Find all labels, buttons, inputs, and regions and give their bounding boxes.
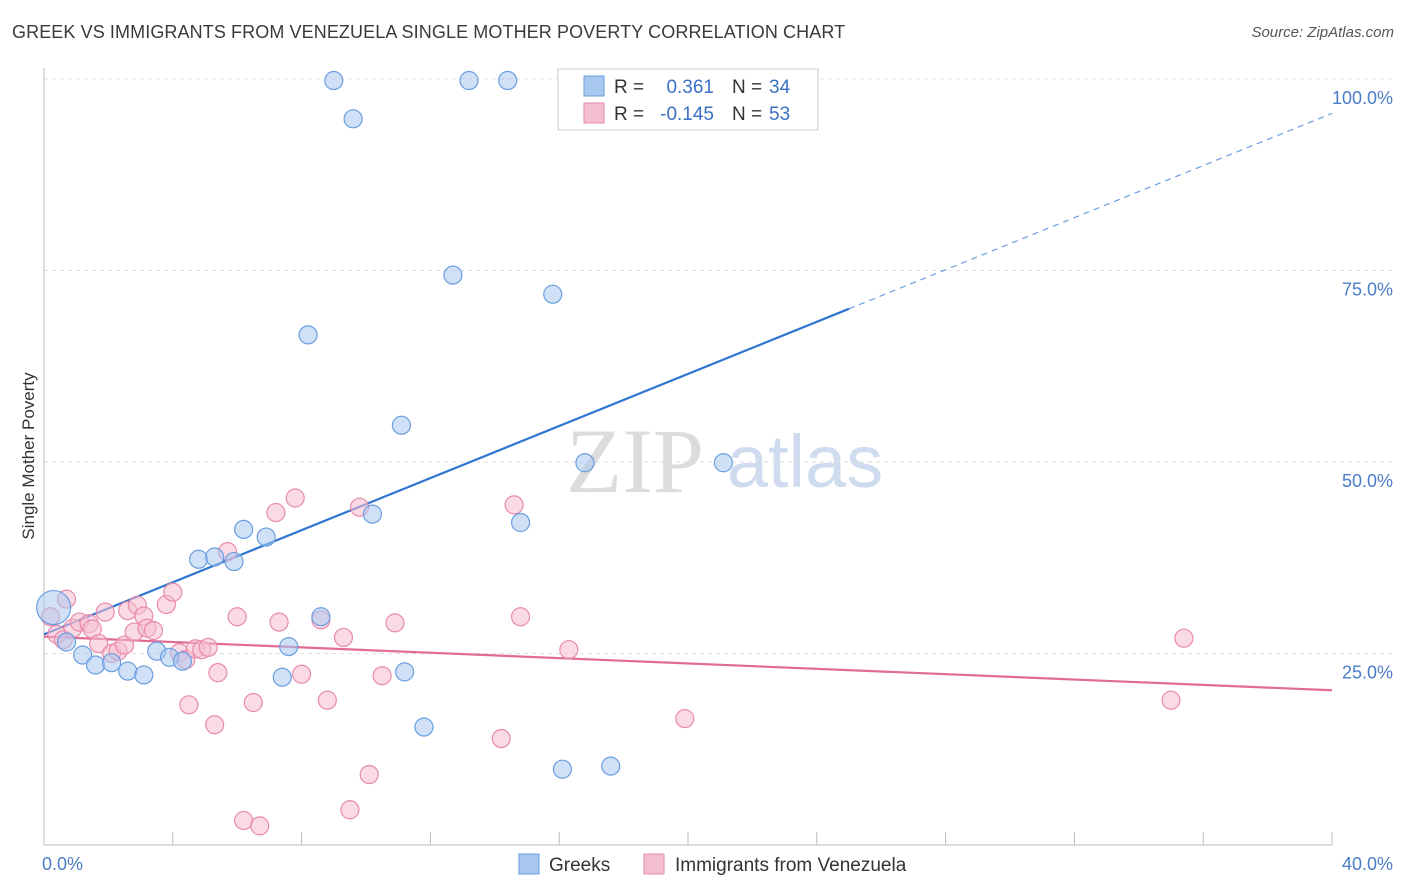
- point-venezuela: [317, 690, 337, 710]
- point-greeks: [443, 265, 463, 285]
- point-greeks: [391, 415, 412, 435]
- y-tick-label: 75.0%: [1342, 280, 1393, 300]
- point-greeks: [543, 284, 563, 304]
- point-greeks: [279, 637, 299, 657]
- point-greeks: [575, 453, 595, 473]
- x-tick-label-min: 0.0%: [42, 854, 83, 874]
- point-venezuela: [234, 810, 254, 831]
- point-greeks: [118, 661, 138, 681]
- point-venezuela: [143, 620, 164, 641]
- point-greeks: [172, 651, 193, 671]
- point-venezuela: [285, 488, 305, 508]
- point-venezuela: [179, 695, 199, 715]
- point-greeks: [311, 607, 331, 627]
- trend-line-extension-greeks: [848, 112, 1333, 310]
- point-greeks: [362, 504, 383, 524]
- point-venezuela: [340, 800, 360, 820]
- point-venezuela: [269, 612, 289, 632]
- stats-legend-swatch-venezuela: [583, 102, 605, 124]
- stats-r-label-1: R =: [614, 77, 644, 98]
- point-greeks: [234, 519, 254, 540]
- point-venezuela: [559, 640, 579, 660]
- point-greeks: [256, 527, 276, 547]
- stats-n-value-1: 34: [769, 77, 791, 98]
- point-greeks: [85, 655, 106, 675]
- point-greeks: [324, 70, 344, 91]
- y-axis-label: Single Mother Poverty: [19, 372, 38, 540]
- y-tick-label: 25.0%: [1342, 663, 1393, 683]
- y-tick-labels: 25.0% 50.0% 75.0% 100.0%: [1332, 88, 1393, 683]
- point-greeks: [134, 665, 154, 685]
- y-tick-label: 50.0%: [1342, 471, 1393, 491]
- point-venezuela: [250, 816, 270, 836]
- stats-n-value-2: 53: [769, 104, 790, 125]
- point-venezuela: [359, 764, 379, 785]
- point-greeks: [56, 632, 77, 652]
- point-greeks: [298, 325, 318, 345]
- point-venezuela: [675, 709, 695, 729]
- x-ticks: [43, 832, 1333, 845]
- series-legend: Greeks Immigrants from Venezuela: [518, 853, 907, 876]
- point-greeks: [188, 549, 209, 569]
- point-venezuela: [1161, 690, 1181, 710]
- stats-legend: R = 0.361 N = 34 R = -0.145 N = 53: [557, 68, 819, 131]
- y-tick-label: 100.0%: [1332, 88, 1393, 108]
- point-venezuela: [385, 613, 405, 633]
- point-greeks: [601, 756, 621, 776]
- point-greeks: [224, 551, 244, 572]
- legend-label-venezuela: Immigrants from Venezuela: [675, 855, 907, 876]
- point-venezuela: [333, 627, 354, 648]
- point-venezuela: [208, 663, 228, 683]
- data-points: [36, 70, 1194, 836]
- x-tick-label-max: 40.0%: [1342, 854, 1393, 874]
- point-venezuela: [504, 495, 524, 515]
- point-venezuela: [95, 602, 115, 622]
- point-greeks: [36, 589, 72, 626]
- point-venezuela: [510, 607, 531, 627]
- chart-title: GREEK VS IMMIGRANTS FROM VENEZUELA SINGL…: [12, 22, 846, 42]
- point-venezuela: [89, 633, 109, 654]
- point-greeks: [713, 453, 734, 473]
- point-greeks: [498, 70, 518, 91]
- gridlines: [44, 78, 1393, 654]
- point-venezuela: [227, 607, 247, 627]
- point-venezuela: [372, 666, 392, 686]
- point-venezuela: [491, 728, 511, 749]
- stats-n-label-2: N =: [732, 104, 762, 125]
- legend-swatch-venezuela: [643, 853, 665, 875]
- stats-r-label-2: R =: [614, 104, 644, 125]
- stats-legend-swatch-greeks: [583, 75, 605, 97]
- point-greeks: [510, 512, 531, 533]
- point-venezuela: [114, 635, 135, 655]
- trend-line-greeks: [43, 307, 850, 636]
- point-venezuela: [243, 692, 263, 713]
- legend-label-greeks: Greeks: [549, 855, 610, 876]
- point-venezuela: [198, 637, 218, 657]
- point-venezuela: [205, 715, 225, 735]
- point-greeks: [343, 109, 363, 129]
- stats-r-value-1: 0.361: [666, 77, 714, 98]
- point-greeks: [414, 717, 434, 737]
- legend-swatch-greeks: [518, 853, 540, 875]
- point-greeks: [395, 662, 415, 682]
- point-venezuela: [266, 502, 286, 523]
- point-greeks: [205, 547, 225, 567]
- point-greeks: [459, 70, 479, 91]
- point-greeks: [102, 653, 122, 673]
- point-venezuela: [1174, 628, 1194, 648]
- point-greeks: [73, 645, 93, 665]
- stats-n-label-1: N =: [732, 77, 762, 98]
- chart-source: Source: ZipAtlas.com: [1251, 24, 1394, 41]
- point-venezuela: [163, 582, 183, 602]
- point-venezuela: [292, 664, 312, 684]
- stats-r-value-2: -0.145: [660, 104, 714, 125]
- trend-lines: [43, 112, 1333, 692]
- trend-line-venezuela: [43, 635, 1333, 692]
- point-greeks: [272, 667, 292, 687]
- point-greeks: [552, 759, 573, 779]
